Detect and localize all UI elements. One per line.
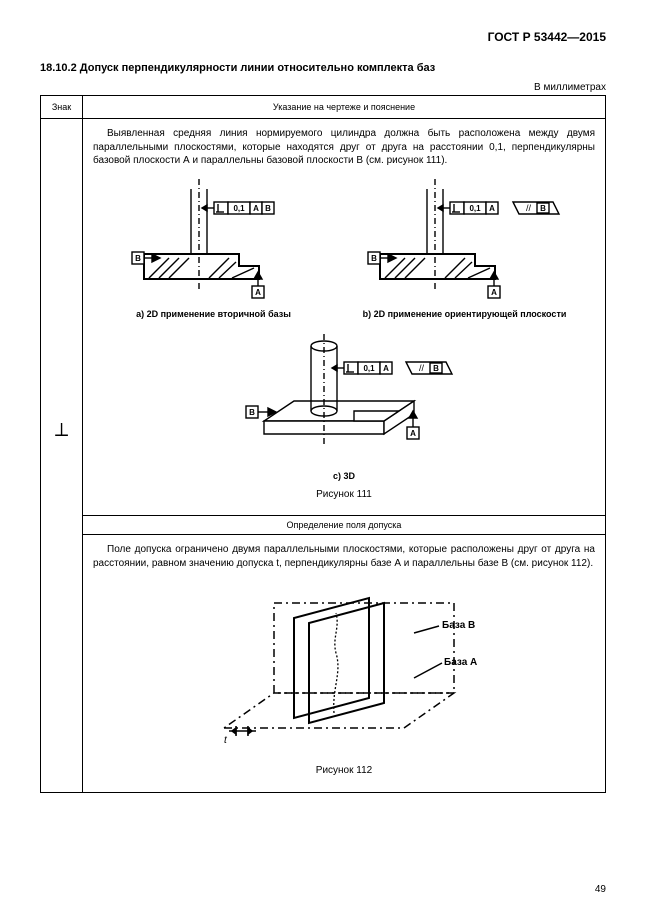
figure-112: t База В База А xyxy=(93,578,595,758)
col-header-sign: Знак xyxy=(41,96,83,119)
svg-text:A: A xyxy=(255,288,261,297)
svg-text://: // xyxy=(526,203,532,213)
units-label: В миллиметрах xyxy=(40,82,606,93)
svg-text:A: A xyxy=(253,204,259,213)
caption-c: c) 3D xyxy=(93,470,595,482)
figure-111-label: Рисунок 111 xyxy=(93,488,595,502)
svg-text:0,1: 0,1 xyxy=(363,364,375,373)
figure-c: 0,1 A // B xyxy=(93,326,595,482)
svg-text:t: t xyxy=(224,735,228,746)
figure-b-svg: 0,1 A // B xyxy=(355,174,575,304)
figure-row-ab: 0,1 A B B xyxy=(93,174,595,320)
caption-a: a) 2D применение вторичной базы xyxy=(114,308,314,320)
svg-text:B: B xyxy=(371,254,377,263)
main-table: Знак Указание на чертеже и пояснение ⟂ В… xyxy=(40,95,606,793)
figure-112-svg: t База В База А xyxy=(184,578,504,758)
svg-text:B: B xyxy=(433,364,439,373)
section-title: 18.10.2 Допуск перпендикулярности линии … xyxy=(40,62,606,74)
figure-112-label: Рисунок 112 xyxy=(93,764,595,778)
fig112-paragraph: Поле допуска ограничено двумя параллельн… xyxy=(93,543,595,570)
caption-b: b) 2D применение ориентирующей плоскости xyxy=(355,308,575,320)
svg-text:B: B xyxy=(540,204,546,213)
svg-text:A: A xyxy=(491,288,497,297)
upper-content-cell: Выявленная средняя линия нормируемого ци… xyxy=(83,119,606,516)
svg-text:0,1: 0,1 xyxy=(233,204,245,213)
svg-text:B: B xyxy=(249,408,255,417)
figure-c-svg: 0,1 A // B xyxy=(204,326,484,466)
svg-text:База А: База А xyxy=(444,657,477,668)
symbol-cell: ⟂ xyxy=(41,119,83,793)
svg-text:B: B xyxy=(265,204,271,213)
lower-content-cell: Поле допуска ограничено двумя параллельн… xyxy=(83,535,606,793)
figure-b: 0,1 A // B xyxy=(355,174,575,320)
intro-paragraph: Выявленная средняя линия нормируемого ци… xyxy=(93,127,595,168)
figure-a: 0,1 A B B xyxy=(114,174,314,320)
page-number: 49 xyxy=(595,884,606,895)
svg-text:A: A xyxy=(489,204,495,213)
figure-a-svg: 0,1 A B B xyxy=(114,174,314,304)
col-header-desc: Указание на чертеже и пояснение xyxy=(83,96,606,119)
tolerance-field-header: Определение поля допуска xyxy=(83,516,606,535)
svg-text:B: B xyxy=(135,254,141,263)
doc-id: ГОСТ Р 53442—2015 xyxy=(40,30,606,44)
svg-text:A: A xyxy=(383,364,389,373)
svg-text://: // xyxy=(419,363,425,373)
svg-text:0,1: 0,1 xyxy=(469,204,481,213)
svg-text:База В: База В xyxy=(442,620,475,631)
svg-text:A: A xyxy=(410,429,416,438)
perpendicularity-icon: ⟂ xyxy=(55,419,68,442)
